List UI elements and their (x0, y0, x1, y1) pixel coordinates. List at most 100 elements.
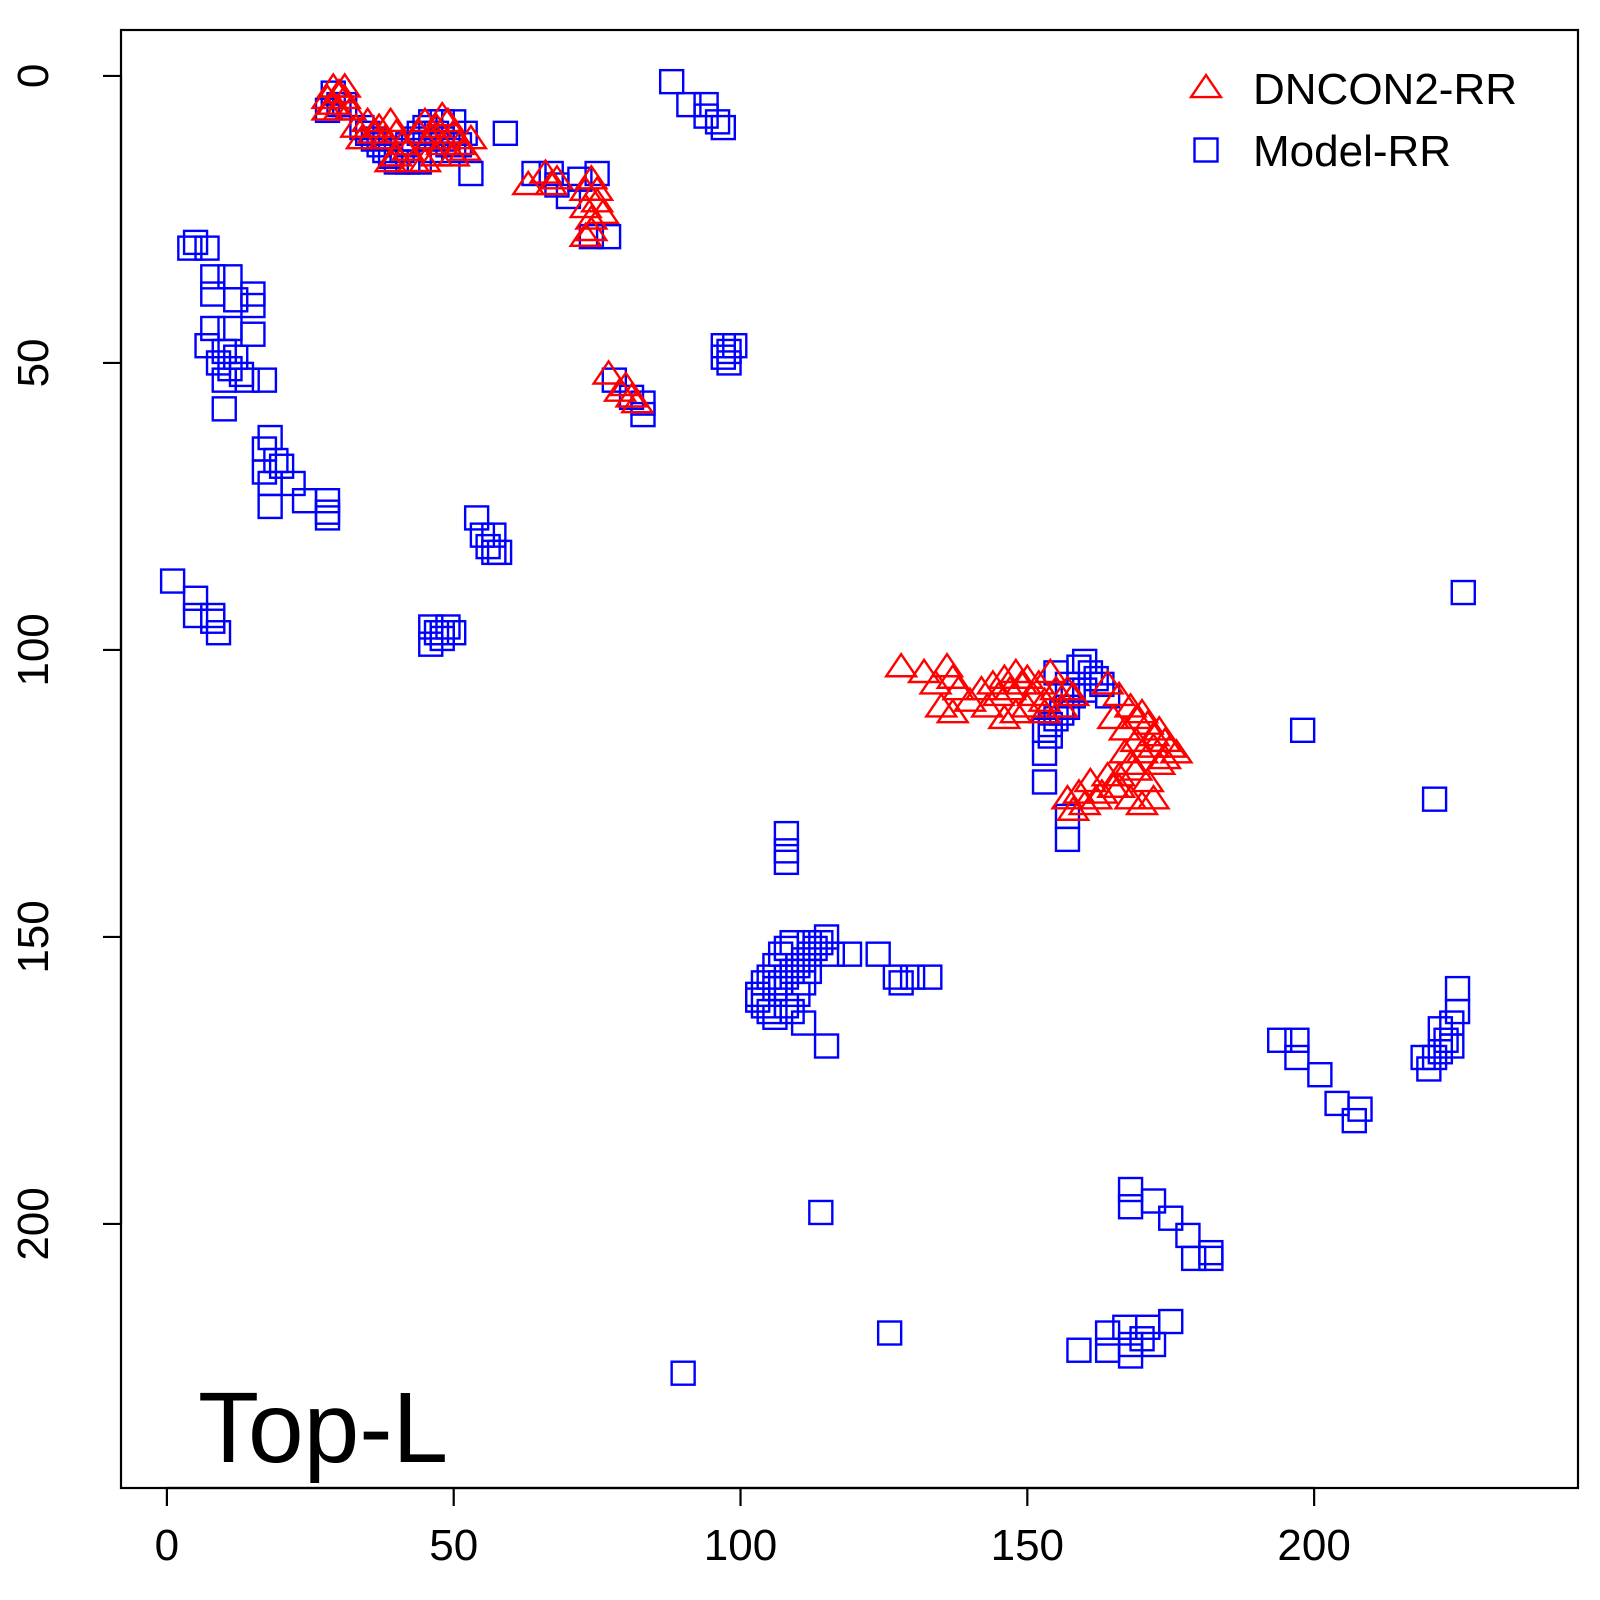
point-square (1031, 769, 1058, 795)
plot-border (119, 28, 1580, 1490)
point-square (750, 970, 777, 996)
data-points (159, 68, 1476, 1386)
point-triangle (924, 692, 959, 718)
point-square (463, 505, 490, 531)
point-triangle (1033, 657, 1068, 684)
point-triangle (316, 89, 351, 115)
point-triangle (591, 359, 626, 385)
point-square (1158, 1308, 1184, 1335)
panel-label: Top-L (198, 1372, 448, 1484)
point-square (240, 321, 266, 347)
point-square (1094, 1337, 1121, 1363)
point-triangle (568, 221, 603, 247)
point-square (1284, 1027, 1310, 1053)
point-square (808, 1199, 834, 1226)
point-triangle (906, 657, 942, 684)
point-square (710, 114, 737, 141)
point-triangle (1124, 738, 1160, 764)
point-square (223, 287, 249, 313)
point-square (217, 264, 243, 290)
point-square (251, 367, 278, 393)
point-triangle (585, 198, 621, 224)
point-square (1450, 579, 1476, 606)
point-square (1140, 1331, 1167, 1358)
x-tick-label: 200 (1277, 1521, 1350, 1570)
point-square (1307, 1062, 1333, 1088)
point-square (917, 964, 943, 990)
point-square (1094, 1320, 1121, 1346)
point-square (876, 1320, 903, 1346)
legend-square-icon (1193, 137, 1219, 163)
point-triangle (1027, 697, 1062, 724)
y-tick-label: 100 (9, 613, 58, 686)
point-square (1037, 723, 1063, 749)
point-square (836, 941, 863, 967)
point-square (441, 620, 467, 646)
point-square (1117, 1176, 1144, 1203)
point-square (773, 993, 800, 1019)
point-square (257, 493, 283, 520)
point-square (1054, 826, 1081, 853)
point-triangle (1101, 772, 1137, 799)
point-square (670, 1360, 696, 1386)
point-triangle (1050, 674, 1085, 701)
point-square (1158, 1205, 1184, 1231)
legend-label: Model-RR (1253, 127, 1451, 176)
plot-frame (119, 28, 1580, 1490)
point-triangle (883, 652, 919, 678)
point-triangle (1090, 761, 1125, 787)
point-triangle (1136, 784, 1171, 810)
point-square (1324, 1090, 1350, 1117)
y-tick-label: 0 (9, 64, 58, 88)
point-square (1433, 1027, 1459, 1053)
point-square (1117, 1194, 1144, 1220)
point-square (1031, 740, 1058, 766)
point-square (704, 109, 731, 135)
point-square (595, 223, 622, 250)
point-square (435, 614, 461, 640)
y-tick-label: 150 (9, 900, 58, 973)
point-triangle (1124, 789, 1160, 816)
point-triangle (333, 95, 368, 121)
point-square (200, 315, 226, 342)
point-triangle (918, 669, 953, 695)
point-square (1066, 1337, 1092, 1363)
point-square (1267, 1027, 1293, 1053)
x-axis: 0 50 100 150 200 (155, 1486, 1351, 1570)
point-square (1198, 1239, 1224, 1266)
y-tick-label: 50 (9, 338, 58, 387)
point-triangle (367, 123, 403, 150)
point-square (159, 568, 186, 594)
point-square (395, 149, 421, 175)
point-square (796, 958, 823, 985)
point-square (865, 941, 891, 967)
point-square (200, 602, 226, 629)
legend: DNCON2-RR Model-RR (1188, 65, 1517, 176)
point-square (567, 166, 593, 192)
x-tick-label: 150 (991, 1521, 1064, 1570)
point-square (1180, 1245, 1207, 1272)
point-triangle (579, 175, 615, 202)
legend-triangle-icon (1188, 72, 1224, 99)
point-triangle (1073, 766, 1108, 793)
point-triangle (534, 169, 569, 196)
point-triangle (379, 141, 414, 167)
point-square (492, 120, 519, 147)
point-triangle (574, 204, 609, 230)
point-triangle (1147, 743, 1183, 770)
point-square (1175, 1222, 1201, 1249)
point-square (1421, 786, 1448, 812)
point-square (710, 344, 737, 370)
point-triangle (574, 215, 609, 242)
point-square (779, 929, 805, 956)
point-square (240, 292, 266, 319)
point-square (1140, 1188, 1167, 1214)
point-square (1289, 717, 1316, 743)
point-square (745, 987, 771, 1013)
series-dncon2-rr (310, 72, 1194, 821)
point-square (200, 281, 226, 307)
series-model-rr (159, 68, 1476, 1386)
point-square (177, 235, 203, 261)
x-tick-label: 50 (429, 1521, 478, 1570)
point-triangle (327, 72, 362, 98)
